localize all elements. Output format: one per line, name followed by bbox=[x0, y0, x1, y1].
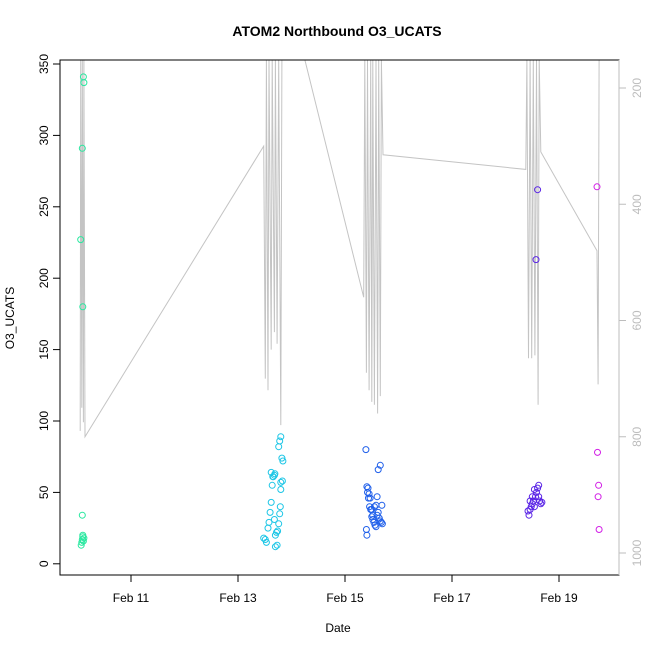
data-point bbox=[277, 478, 285, 486]
data-point bbox=[365, 490, 373, 498]
data-point bbox=[277, 486, 285, 493]
chart-title: ATOM2 Northbound O3_UCATS bbox=[232, 23, 441, 39]
data-point bbox=[362, 526, 370, 533]
y-axis: 0 50 100 150 200 250 300 350 bbox=[37, 54, 60, 567]
y2-tick-label: 1000 bbox=[630, 539, 644, 566]
data-point bbox=[278, 477, 286, 485]
data-point bbox=[266, 508, 274, 516]
data-point bbox=[594, 448, 601, 456]
secondary-y-axis: 200 400 600 800 1000 bbox=[618, 60, 644, 575]
y-tick-label: 50 bbox=[37, 485, 51, 499]
data-point bbox=[534, 186, 542, 194]
data-point bbox=[376, 461, 384, 469]
data-point bbox=[265, 518, 273, 526]
pressure-line bbox=[79, 59, 600, 439]
y2-tick-label: 200 bbox=[630, 78, 644, 98]
data-point bbox=[372, 523, 380, 531]
y-tick-label: 100 bbox=[37, 411, 51, 431]
y-tick-label: 300 bbox=[37, 125, 51, 145]
data-point bbox=[276, 437, 284, 445]
data-point bbox=[378, 501, 386, 509]
data-point bbox=[377, 518, 385, 526]
data-point bbox=[264, 524, 272, 532]
data-point bbox=[270, 516, 278, 523]
data-point bbox=[526, 497, 534, 505]
data-point bbox=[277, 433, 285, 441]
data-point bbox=[530, 486, 538, 493]
x-tick-label: Feb 13 bbox=[219, 591, 257, 605]
data-point bbox=[532, 493, 539, 501]
data-point bbox=[278, 454, 286, 462]
data-point bbox=[366, 494, 374, 502]
x-tick-label: Feb 11 bbox=[113, 591, 150, 605]
y2-tick-label: 600 bbox=[630, 310, 644, 330]
data-point bbox=[274, 527, 282, 535]
data-point bbox=[594, 493, 602, 501]
data-point bbox=[538, 498, 546, 506]
data-point bbox=[79, 303, 87, 311]
data-point bbox=[532, 256, 540, 264]
y-tick-label: 200 bbox=[37, 268, 51, 288]
data-point bbox=[77, 236, 85, 244]
data-point bbox=[595, 526, 603, 533]
data-point bbox=[268, 481, 276, 489]
data-point bbox=[79, 531, 87, 539]
data-point bbox=[373, 493, 381, 501]
pressure-trace bbox=[79, 59, 600, 439]
y-tick-label: 350 bbox=[37, 54, 51, 74]
data-point bbox=[276, 503, 284, 511]
data-point bbox=[363, 531, 371, 539]
data-point bbox=[267, 468, 275, 476]
data-point bbox=[78, 511, 86, 519]
data-point bbox=[276, 510, 284, 518]
data-point bbox=[378, 520, 386, 528]
data-point bbox=[593, 183, 601, 191]
data-point bbox=[537, 500, 545, 508]
y-tick-label: 0 bbox=[37, 560, 51, 567]
data-point bbox=[262, 538, 270, 546]
x-axis-label: Date bbox=[325, 621, 351, 635]
data-point bbox=[275, 443, 283, 451]
y2-tick-label: 400 bbox=[630, 194, 644, 214]
data-point bbox=[273, 528, 280, 536]
x-tick-label: Feb 17 bbox=[433, 591, 471, 605]
y-tick-label: 150 bbox=[37, 339, 51, 359]
data-point bbox=[368, 506, 376, 513]
data-point bbox=[80, 79, 88, 87]
data-point bbox=[535, 493, 543, 501]
data-point bbox=[530, 503, 538, 511]
y-axis-label: O3_UCATS bbox=[3, 287, 17, 349]
x-tick-label: Feb 19 bbox=[540, 591, 578, 605]
x-tick-label: Feb 15 bbox=[326, 591, 364, 605]
data-point bbox=[275, 520, 283, 528]
data-point bbox=[371, 521, 379, 529]
y2-tick-label: 800 bbox=[630, 426, 644, 446]
data-point bbox=[271, 543, 279, 551]
data-point bbox=[535, 481, 543, 489]
data-point bbox=[525, 511, 533, 519]
data-point bbox=[269, 473, 277, 481]
data-point bbox=[267, 498, 275, 506]
data-point bbox=[78, 144, 86, 152]
data-points bbox=[77, 73, 603, 551]
y-tick-label: 250 bbox=[37, 196, 51, 216]
data-point bbox=[595, 481, 603, 489]
x-axis: Feb 11 Feb 13 Feb 15 Feb 17 Feb 19 bbox=[113, 575, 578, 605]
data-point bbox=[362, 446, 370, 454]
data-point bbox=[279, 457, 287, 465]
data-point bbox=[78, 536, 86, 543]
data-point bbox=[374, 466, 382, 474]
data-point bbox=[273, 541, 281, 549]
data-point bbox=[364, 484, 372, 492]
